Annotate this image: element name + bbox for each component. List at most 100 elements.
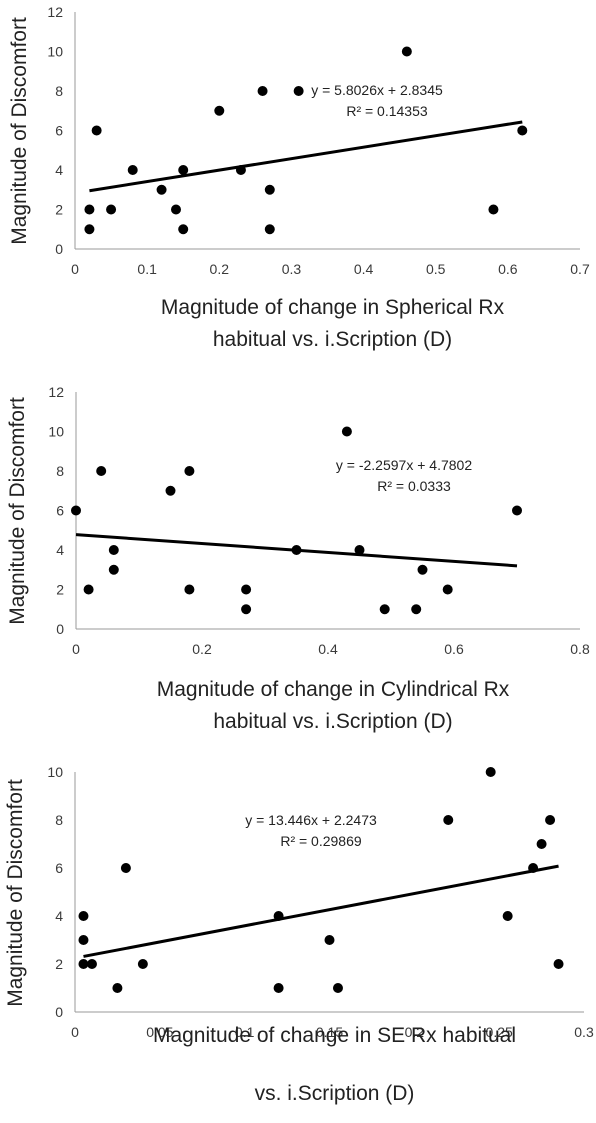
x-axis-label-line1: Magnitude of change in Cylindrical Rx [157,678,510,701]
x-axis-label-line2: habitual vs. i.Scription (D) [213,328,452,351]
x-tick-label: 0.25 [486,1024,513,1040]
data-point [184,584,195,595]
x-tick-label: 0.6 [444,641,464,657]
y-tick-label: 12 [47,4,63,20]
data-point [257,86,268,96]
chart-cylindrical-svg: 0 2 4 6 8 10 12 0 0.2 0.4 0.6 0.8 Magnitude of Disco… [6,384,590,733]
data-point [341,426,352,437]
y-tick-label: 0 [56,621,64,637]
y-axis-label: Magnitude of Discomfort [4,779,27,1007]
data-point [86,959,97,969]
data-point [536,839,547,849]
data-point [291,545,302,555]
x-tick-label: 0.3 [282,261,302,277]
data-point [442,584,453,595]
y-tick-label: 0 [55,241,63,257]
chart-spherical-svg: 0 2 4 6 8 10 12 0 0.1 0.2 0.3 0.4 0.5 0.6 0.7 Magnitude… [8,4,590,351]
trendline [83,864,559,958]
x-tick-label: 0.4 [354,261,374,277]
data-point [512,505,522,516]
data-point [214,105,225,116]
data-point [120,863,131,873]
x-axis-label-line2: vs. i.Scription (D) [255,1082,415,1105]
x-tick-label: 0.7 [570,261,590,277]
x-tick-label: 0.2 [405,1024,425,1040]
y-tick-label: 8 [56,463,64,479]
chart-se: 0 2 4 6 8 10 0 0.05 0.1 0.15 0.2 0.25 0.3 Magnitude o… [0,740,596,1123]
data-point [78,959,89,969]
x-axis-label-line2: habitual vs. i.Scription (D) [213,710,452,733]
r-squared-label: R² = 0.0333 [377,478,451,494]
y-tick-label: 10 [47,44,63,60]
y-tick-label: 8 [55,83,63,99]
x-tick-label: 0.8 [570,641,590,657]
data-point [84,224,95,235]
x-tick-label: 0.5 [426,261,446,277]
data-point [178,224,189,235]
chart-cylindrical: 0 2 4 6 8 10 12 0 0.2 0.4 0.6 0.8 Magnitude of Disco… [0,370,596,740]
x-tick-label: 0.05 [146,1024,173,1040]
x-tick-label: 0.2 [192,641,212,657]
data-point [401,46,412,57]
data-point [83,584,94,595]
trendline-equation: y = -2.2597x + 4.7802 [336,457,472,473]
x-tick-label: 0.1 [235,1024,255,1040]
data-point [137,959,148,969]
data-point [293,86,304,96]
data-point [84,204,95,215]
x-tick-label: 0.3 [574,1024,594,1040]
x-tick-label: 0.1 [137,261,157,277]
data-point [417,564,428,575]
y-tick-label: 4 [55,162,63,178]
y-tick-label: 6 [55,860,63,876]
data-point [112,983,123,993]
trendline [89,120,523,193]
y-tick-label: 6 [56,503,64,519]
chart-spherical: 0 2 4 6 8 10 12 0 0.1 0.2 0.3 0.4 0.5 0.6 0.7 Magnitude… [0,0,596,370]
data-point [502,911,513,921]
trendline-equation: y = 13.446x + 2.2473 [245,812,377,828]
y-tick-label: 4 [55,908,63,924]
data-point [235,165,246,175]
y-tick-label: 2 [55,202,63,218]
data-point [78,935,89,945]
y-tick-label: 0 [55,1004,63,1020]
y-tick-label: 2 [56,582,64,598]
data-point [528,863,539,873]
x-axis-label-line1: Magnitude of change in Spherical Rx [161,296,505,319]
data-point [91,125,102,136]
y-tick-label: 10 [47,764,63,780]
y-axis-label: Magnitude of Discomfort [6,397,29,625]
data-point [96,466,107,476]
y-tick-label: 12 [48,384,64,400]
data-point [517,125,528,136]
data-point [264,224,275,235]
x-tick-label: 0 [71,1024,79,1040]
data-point [443,815,454,825]
data-point [273,983,284,993]
chart-se-svg: 0 2 4 6 8 10 0 0.05 0.1 0.15 0.2 0.25 0.3 Magnitude o… [4,764,594,1105]
data-point [108,545,119,555]
y-axis-label: Magnitude of Discomfort [8,17,31,245]
data-point [379,604,390,615]
data-point [241,584,252,595]
y-tick-label: 2 [55,956,63,972]
data-point [332,983,343,993]
y-tick-label: 6 [55,123,63,139]
data-point [165,485,176,496]
x-tick-label: 0 [72,641,80,657]
data-point [488,204,499,215]
data-point [354,545,365,555]
r-squared-label: R² = 0.29869 [280,833,362,849]
x-tick-label: 0 [71,261,79,277]
x-tick-label: 0.15 [316,1024,343,1040]
x-axis-label-line1: Magnitude of change in SE Rx habitual [153,1024,516,1047]
data-point [108,564,119,575]
data-point [545,815,556,825]
data-point [411,604,422,615]
data-point [553,959,564,969]
data-point [127,165,138,175]
data-point [178,165,189,175]
data-point [324,935,335,945]
data-point [273,911,284,921]
